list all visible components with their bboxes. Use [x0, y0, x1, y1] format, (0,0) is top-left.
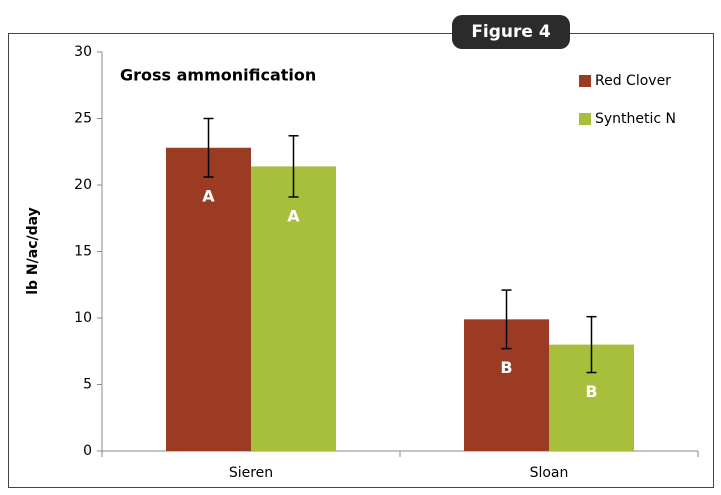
y-tick-label: 0: [83, 443, 92, 459]
legend-swatch: [579, 75, 591, 87]
x-tick-label: Sieren: [229, 465, 273, 481]
figure-tab: [452, 15, 570, 49]
legend-label: Synthetic N: [595, 111, 676, 127]
y-tick-label: 10: [74, 310, 92, 326]
x-tick-label: Sloan: [530, 465, 569, 481]
bar: [251, 166, 336, 451]
chart-title: Gross ammonification: [120, 66, 316, 85]
y-tick-label: 5: [83, 377, 92, 393]
y-tick-label: 30: [74, 44, 92, 60]
y-tick-label: 25: [74, 111, 92, 127]
bar: [166, 147, 251, 451]
y-tick-label: 20: [74, 177, 92, 193]
figure-label: Figure 4: [471, 22, 551, 42]
significance-letter: B: [500, 358, 512, 377]
y-tick-label: 15: [74, 244, 92, 260]
y-axis-label: lb N/ac/day: [25, 207, 41, 295]
significance-letter: A: [287, 206, 300, 225]
legend-swatch: [579, 113, 591, 125]
legend-label: Red Clover: [595, 73, 671, 89]
significance-letter: B: [585, 382, 597, 401]
significance-letter: A: [202, 187, 215, 206]
